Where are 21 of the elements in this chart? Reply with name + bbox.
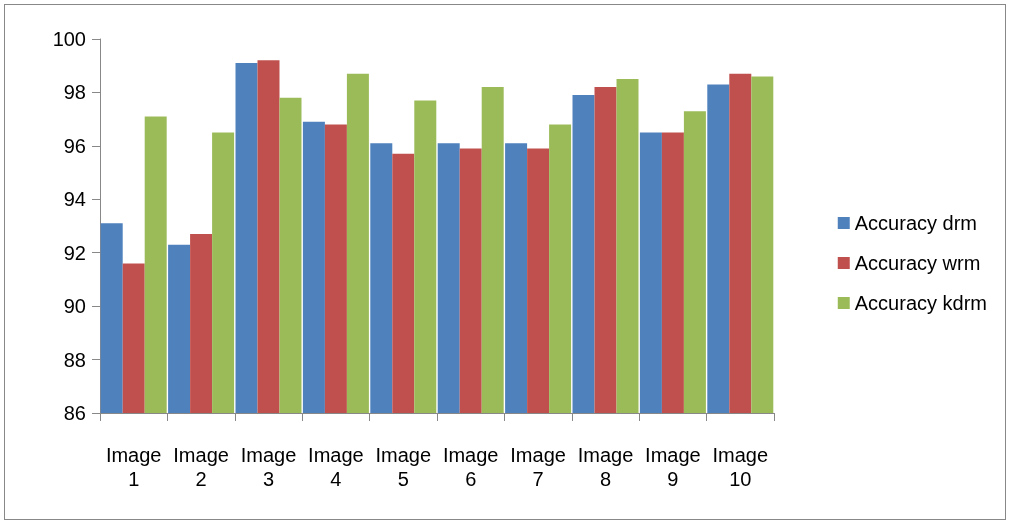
legend-label: Accuracy drm xyxy=(854,212,977,234)
y-tick-label: 90 xyxy=(63,295,86,318)
y-tick-label: 86 xyxy=(63,402,86,424)
x-tick-label: Image 9 xyxy=(645,444,701,490)
y-tick-label: 92 xyxy=(63,241,86,264)
x-tick-label: Image 1 xyxy=(105,444,162,490)
x-tick-label: Image 10 xyxy=(712,444,769,490)
legend-label: Accuracy wrm xyxy=(854,252,981,274)
x-tick-label: Image 8 xyxy=(577,444,634,490)
y-tick-label: 98 xyxy=(63,81,86,104)
y-tick-label: 94 xyxy=(63,188,86,211)
x-tick-label: Image 4 xyxy=(308,444,364,490)
x-tick-label: Image 7 xyxy=(510,444,566,490)
y-tick-label: 96 xyxy=(63,134,86,157)
x-tick-label: Image 5 xyxy=(375,444,432,490)
legend-label: Accuracy kdrm xyxy=(854,292,987,314)
y-tick-label: 88 xyxy=(63,348,86,371)
x-tick-label: Image 3 xyxy=(240,444,297,490)
y-tick-label: 100 xyxy=(52,28,86,50)
x-tick-label: Image 2 xyxy=(173,444,229,490)
x-tick-label: Image 6 xyxy=(442,444,499,490)
